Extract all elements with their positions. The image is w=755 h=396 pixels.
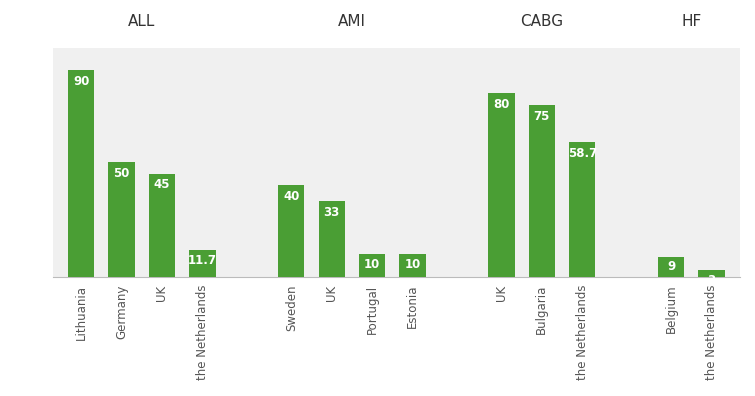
Bar [698, 270, 725, 277]
Text: HF: HF [681, 14, 701, 29]
Bar [658, 257, 684, 277]
Text: 11.7: 11.7 [188, 254, 217, 267]
Bar [528, 105, 555, 277]
Text: ALL: ALL [128, 14, 156, 29]
Text: 80: 80 [493, 98, 510, 111]
Text: 40: 40 [283, 190, 300, 203]
Bar [68, 70, 94, 277]
Text: 58.7: 58.7 [568, 147, 597, 160]
Bar [359, 254, 385, 277]
Text: 3: 3 [707, 274, 716, 287]
Bar [149, 174, 175, 277]
Text: 50: 50 [113, 167, 130, 180]
Bar [399, 254, 426, 277]
Text: 10: 10 [405, 258, 421, 271]
Bar [319, 202, 345, 277]
Text: 9: 9 [667, 260, 675, 273]
Bar [109, 162, 134, 277]
Bar [488, 93, 515, 277]
Text: 90: 90 [73, 75, 89, 88]
Text: 45: 45 [154, 179, 170, 191]
Text: AMI: AMI [338, 14, 366, 29]
Text: CABG: CABG [520, 14, 563, 29]
Bar [190, 250, 215, 277]
Text: 75: 75 [534, 110, 550, 122]
Text: 33: 33 [324, 206, 340, 219]
Text: 10: 10 [364, 258, 381, 271]
Bar [278, 185, 304, 277]
Bar [569, 143, 596, 277]
